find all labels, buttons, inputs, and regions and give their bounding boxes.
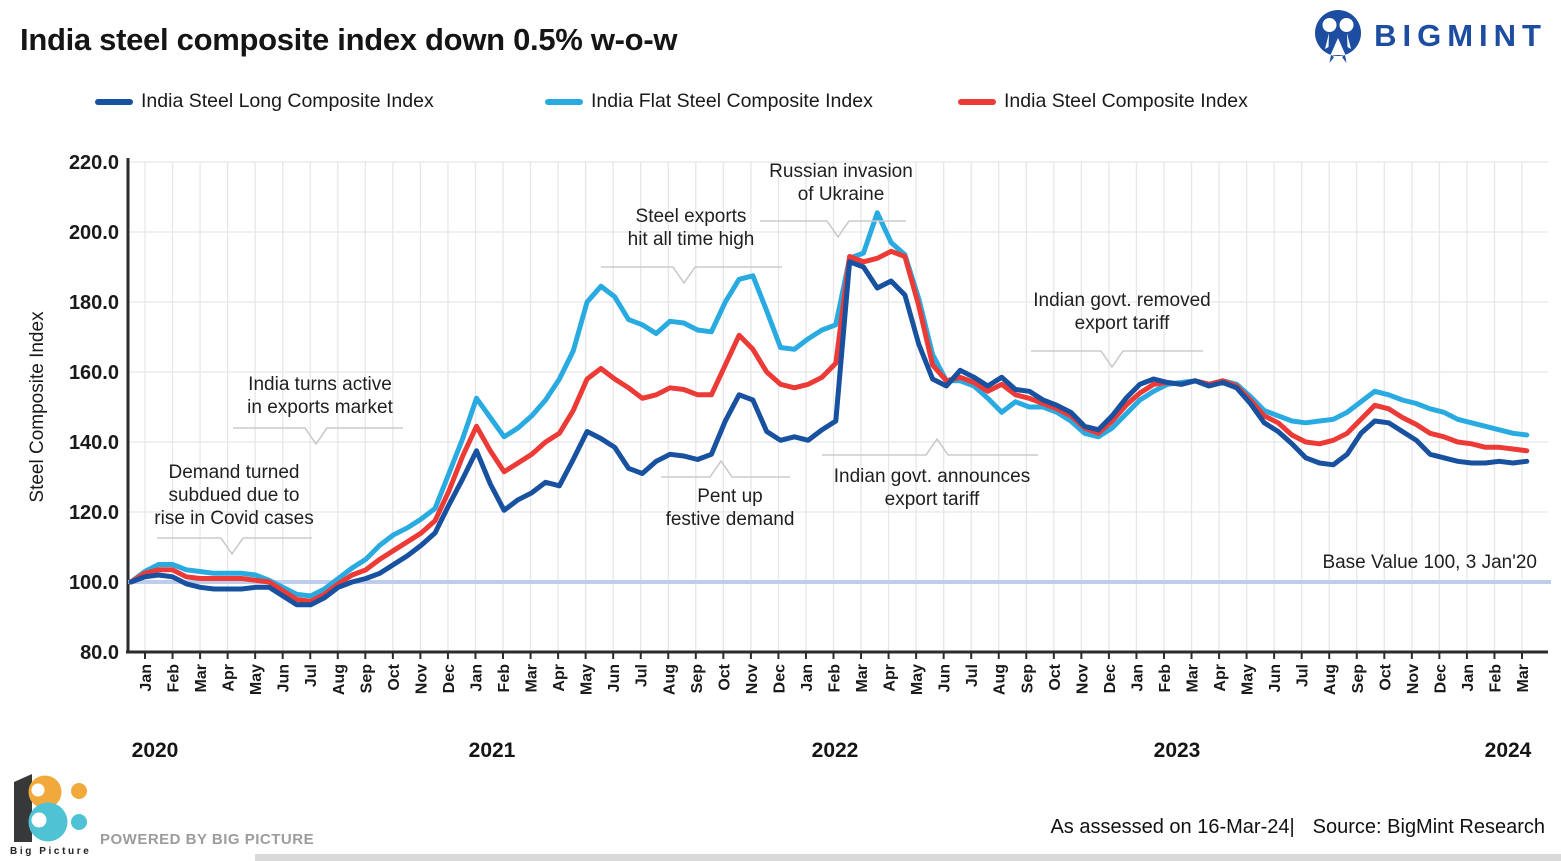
x-tick-label: Apr <box>551 664 568 692</box>
x-tick-label: Jul <box>634 664 651 687</box>
annotation-leader-exports-high <box>601 266 782 285</box>
x-tick-label: Feb <box>1487 664 1504 693</box>
x-tick-label: Jun <box>937 664 954 692</box>
x-tick-label: Jan <box>799 664 816 692</box>
y-tick-label: 100.0 <box>69 572 119 594</box>
bigmint-logo-text: BIGMINT <box>1374 18 1547 53</box>
year-label: 2023 <box>1154 739 1201 762</box>
x-tick-label: Feb <box>496 664 513 693</box>
x-tick-label: Feb <box>1157 664 1174 693</box>
legend-label-flat: India Flat Steel Composite Index <box>591 90 873 112</box>
bigmint-logo: BIGMINT <box>1312 8 1547 64</box>
x-tick-label: Oct <box>1377 663 1394 690</box>
annotation-leader-exports-active <box>233 427 403 446</box>
x-tick-label: Dec <box>771 664 788 693</box>
x-tick-label: Mar <box>1515 664 1532 692</box>
x-tick-label: Mar <box>524 664 541 692</box>
powered-by-text: POWERED BY BIG PICTURE <box>100 831 315 848</box>
y-tick-label: 120.0 <box>69 502 119 524</box>
y-tick-label: 160.0 <box>69 362 119 384</box>
big-picture-logo-icon <box>14 774 87 842</box>
x-tick-label: Feb <box>827 664 844 693</box>
annotation-leader-ukraine <box>760 220 906 239</box>
annotation-leader-tariff-announce <box>822 437 1038 456</box>
x-tick-label: Dec <box>441 664 458 693</box>
series-line-2 <box>128 248 1530 604</box>
y-tick-label: 180.0 <box>69 292 119 314</box>
legend-label-long: India Steel Long Composite Index <box>141 90 434 112</box>
annotation-leader-festive <box>661 459 790 478</box>
page-title: India steel composite index down 0.5% w-… <box>20 22 678 57</box>
x-tick-label: Oct <box>1047 663 1064 690</box>
legend-swatch-long <box>95 98 133 105</box>
x-tick-label: Sep <box>1350 664 1367 694</box>
y-tick-label: 80.0 <box>80 642 119 664</box>
x-tick-label: Mar <box>1185 664 1202 692</box>
x-tick-label: Jan <box>468 664 485 692</box>
x-tick-label: Aug <box>661 664 678 695</box>
x-tick-label: Apr <box>882 664 899 692</box>
y-tick-label: 200.0 <box>69 222 119 244</box>
x-tick-label: May <box>579 664 596 695</box>
x-tick-label: Feb <box>166 664 183 693</box>
x-tick-label: Mar <box>854 664 871 692</box>
x-tick-label: Nov <box>1074 664 1091 694</box>
y-axis-title: Steel Composite Index <box>27 311 48 503</box>
x-tick-label: Jul <box>964 664 981 687</box>
year-label: 2021 <box>469 739 516 762</box>
x-tick-label: Jan <box>1460 664 1477 692</box>
x-tick-label: Apr <box>1212 664 1229 692</box>
x-tick-label: Jun <box>1267 664 1284 692</box>
x-tick-label: Nov <box>744 664 761 694</box>
big-picture-logo-text: Big Picture <box>10 846 92 857</box>
footer-note: As assessed on 16-Mar-24| Source: BigMin… <box>1050 816 1545 839</box>
legend-swatch-flat <box>545 98 583 105</box>
x-tick-label: Aug <box>331 664 348 695</box>
series-line-0 <box>128 259 1530 608</box>
x-tick-label: Dec <box>1102 664 1119 693</box>
y-tick-label: 140.0 <box>69 432 119 454</box>
year-label: 2022 <box>812 739 859 762</box>
x-tick-label: Sep <box>689 664 706 694</box>
x-tick-label: May <box>248 664 265 695</box>
annotation-leader-covid <box>157 537 312 556</box>
assessed-date-text: As assessed on 16-Mar-24| <box>1050 816 1295 838</box>
x-tick-label: Aug <box>992 664 1009 695</box>
x-tick-label: Nov <box>413 664 430 694</box>
x-tick-label: Sep <box>1019 664 1036 694</box>
x-tick-label: Mar <box>193 664 210 692</box>
bottom-edge-strip <box>255 854 1561 861</box>
legend-swatch-composite <box>958 98 996 105</box>
x-tick-label: Jun <box>606 664 623 692</box>
series-line-1 <box>128 210 1530 599</box>
year-label: 2024 <box>1485 739 1532 762</box>
x-tick-label: Jul <box>303 664 320 687</box>
x-tick-label: Oct <box>386 663 403 690</box>
legend-item-long: India Steel Long Composite Index <box>95 90 434 113</box>
year-label: 2020 <box>132 739 179 762</box>
legend-item-composite: India Steel Composite Index <box>958 90 1248 113</box>
x-tick-label: Jan <box>138 664 155 692</box>
bigmint-logo-icon <box>1315 10 1362 63</box>
x-tick-label: Jun <box>276 664 293 692</box>
x-tick-label: Sep <box>358 664 375 694</box>
x-tick-label: Aug <box>1322 664 1339 695</box>
x-tick-label: Oct <box>716 663 733 690</box>
x-tick-label: May <box>909 664 926 695</box>
x-tick-label: Jan <box>1129 664 1146 692</box>
x-tick-label: Nov <box>1405 664 1422 694</box>
x-tick-label: Jul <box>1295 664 1312 687</box>
x-tick-label: May <box>1240 664 1257 695</box>
source-text: Source: BigMint Research <box>1312 816 1545 838</box>
legend-label-composite: India Steel Composite Index <box>1004 90 1248 112</box>
legend-item-flat: India Flat Steel Composite Index <box>545 90 873 113</box>
annotation-leader-tariff-removed <box>1031 350 1203 369</box>
x-tick-label: Apr <box>221 664 238 692</box>
y-tick-label: 220.0 <box>69 152 119 174</box>
x-tick-label: Dec <box>1432 664 1449 693</box>
